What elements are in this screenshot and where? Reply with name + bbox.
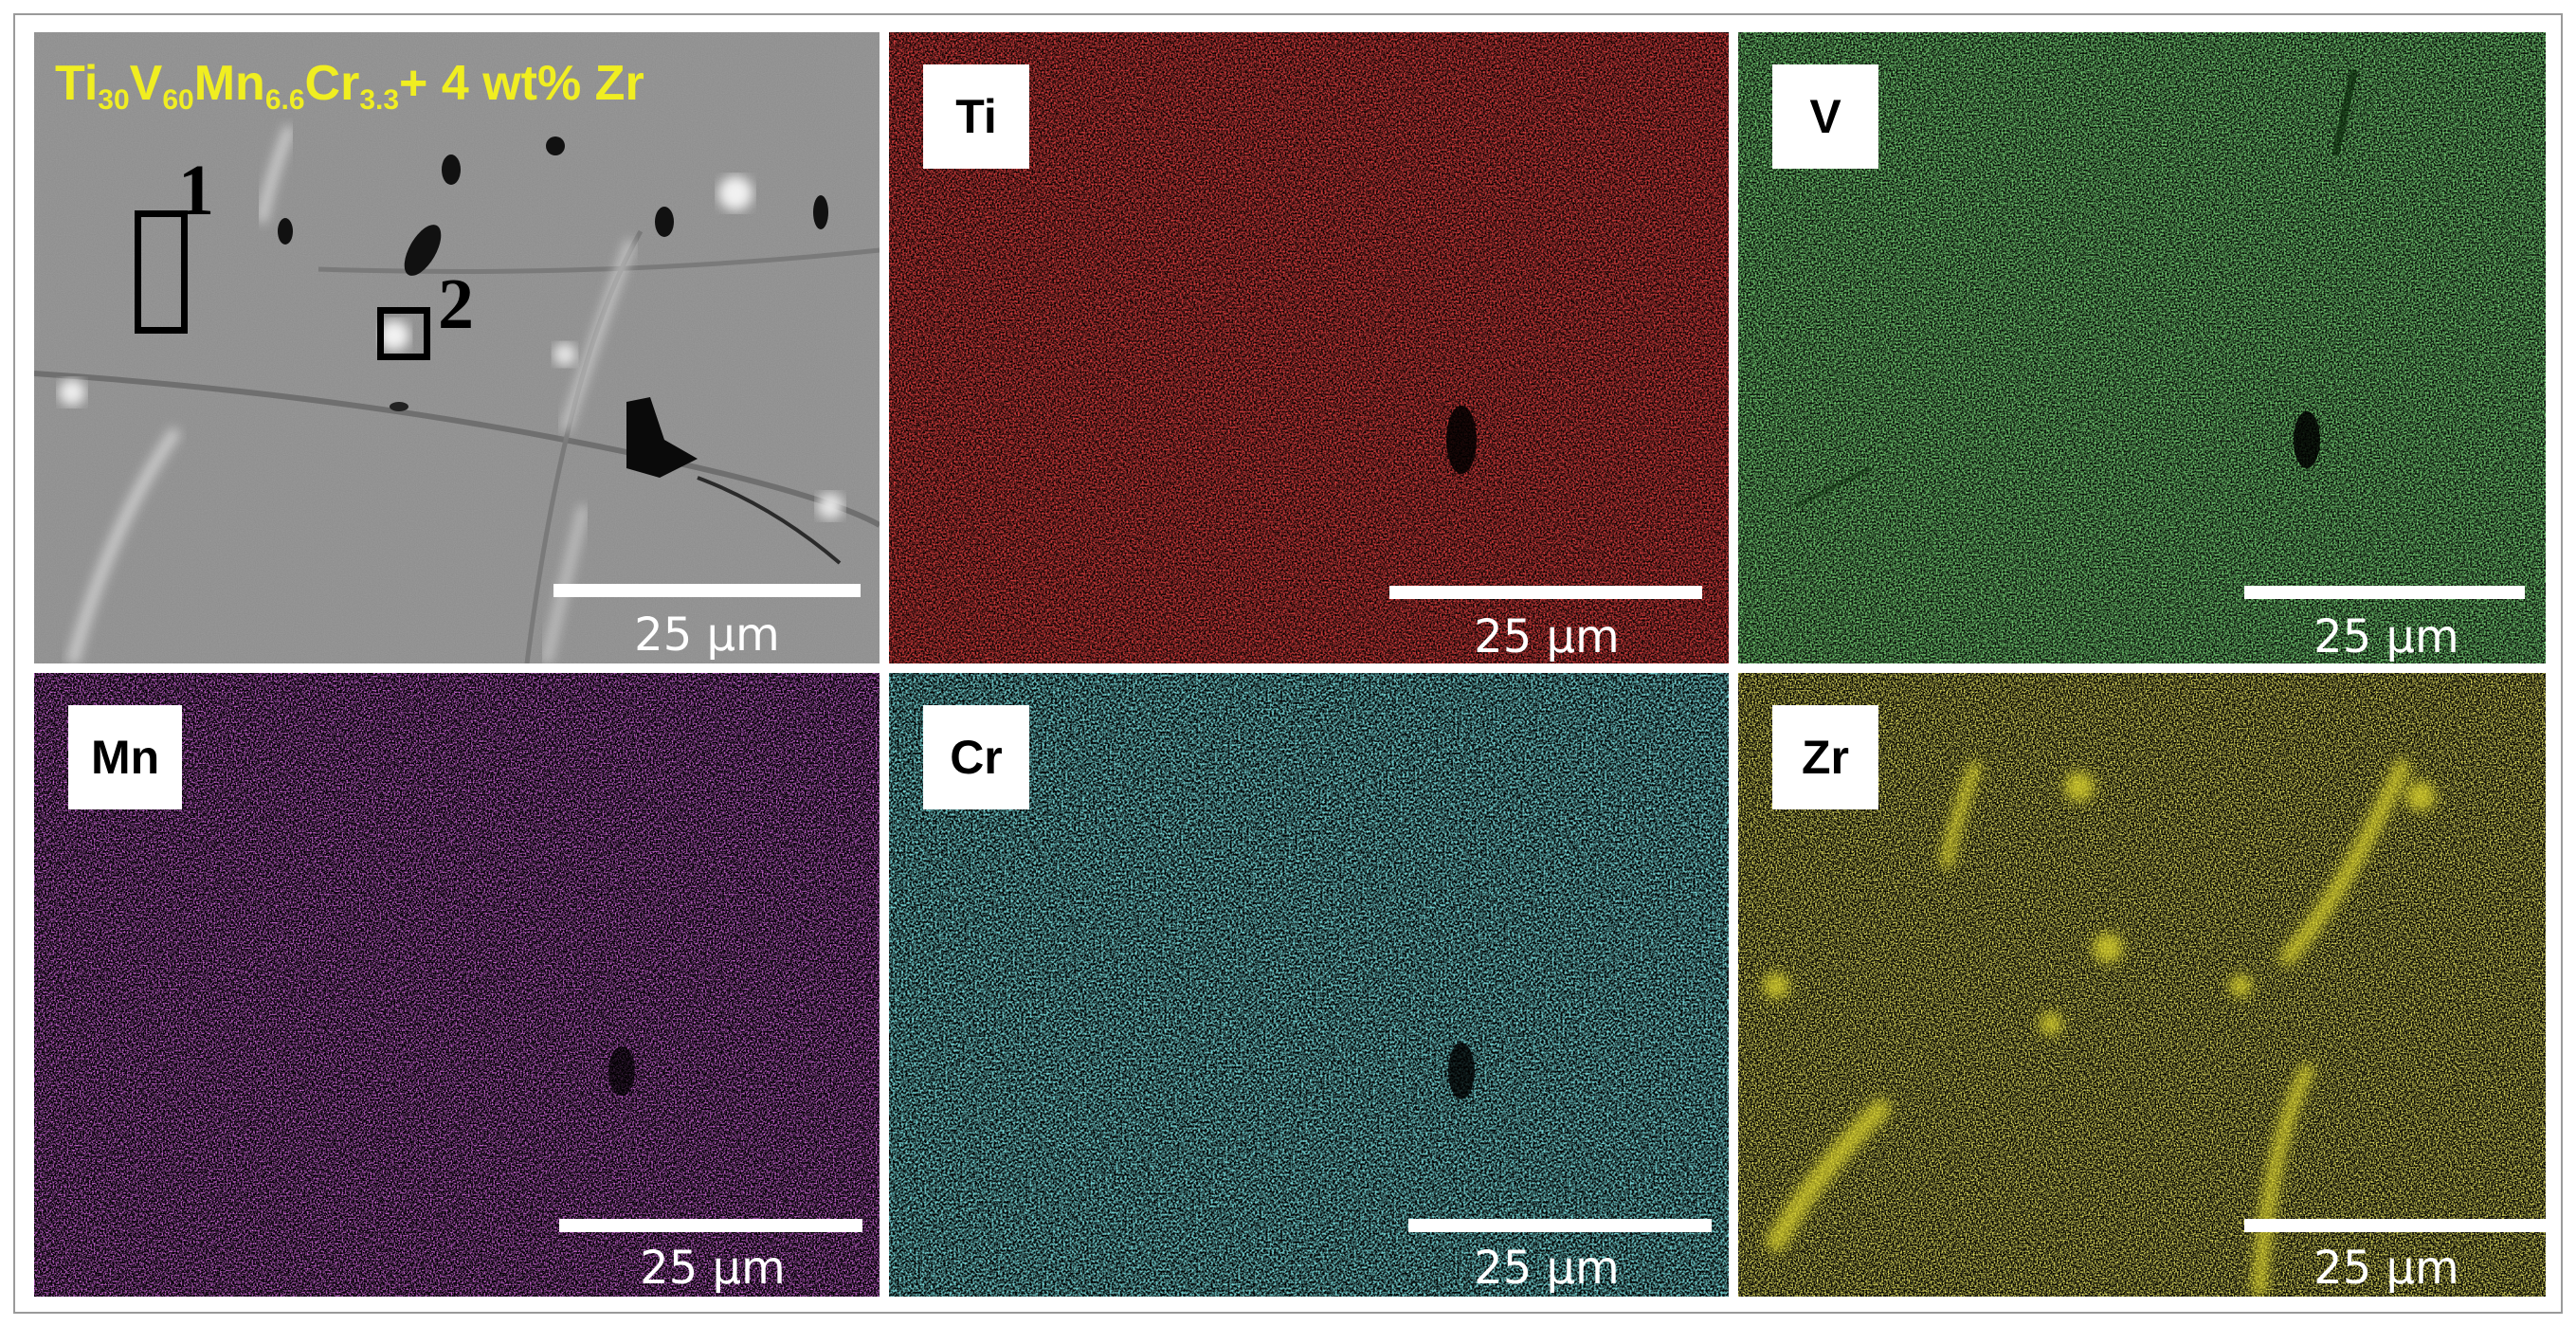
- sem-image-panel: Ti30V60Mn6.6Cr3.3+ 4 wt% Zr 1 2 25 µm: [34, 32, 880, 663]
- scale-label: 25 µm: [634, 609, 780, 662]
- zr-map-panel: Zr 25 µm: [1738, 673, 2546, 1297]
- figure-frame: Ti30V60Mn6.6Cr3.3+ 4 wt% Zr 1 2 25 µm Ti…: [13, 13, 2563, 1314]
- element-label-mn: Mn: [68, 705, 183, 809]
- region-2-marker: [377, 307, 430, 360]
- sample-composition-label: Ti30V60Mn6.6Cr3.3+ 4 wt% Zr: [55, 55, 644, 117]
- formula-ti-sub: 30: [98, 84, 130, 116]
- scale-bar: [2244, 586, 2525, 599]
- scale-label: 25 µm: [1474, 610, 1620, 663]
- element-label-v: V: [1772, 64, 1878, 169]
- region-1-label: 1: [178, 151, 214, 230]
- element-label-zr: Zr: [1772, 705, 1878, 809]
- scale-bar: [1408, 1219, 1712, 1232]
- region-2-label: 2: [438, 264, 474, 344]
- formula-mn-sub: 6.6: [264, 84, 305, 116]
- scale-label: 25 µm: [640, 1242, 786, 1295]
- scale-bar: [2244, 1219, 2546, 1232]
- cr-map-panel: Cr 25 µm: [889, 673, 1729, 1297]
- scale-bar: [553, 584, 861, 597]
- formula-cr-sub: 3.3: [359, 84, 400, 116]
- scale-label: 25 µm: [2313, 1242, 2459, 1295]
- element-label-cr: Cr: [923, 705, 1029, 809]
- formula-v-sub: 60: [162, 84, 194, 116]
- formula-ti: Ti: [55, 56, 99, 111]
- scale-bar: [559, 1219, 862, 1232]
- scale-label: 25 µm: [1474, 1242, 1620, 1295]
- formula-v: V: [129, 56, 163, 111]
- scale-label: 25 µm: [2313, 610, 2459, 663]
- formula-mn: Mn: [193, 56, 265, 111]
- sem-micrograph: [34, 32, 880, 663]
- formula-suffix: + 4 wt% Zr: [399, 56, 644, 111]
- formula-cr: Cr: [304, 56, 360, 111]
- v-map-panel: V 25 µm: [1738, 32, 2546, 663]
- scale-bar: [1389, 586, 1702, 599]
- mn-map-panel: Mn 25 µm: [34, 673, 880, 1297]
- element-label-ti: Ti: [923, 64, 1029, 169]
- region-1-marker: [135, 210, 188, 334]
- ti-map-panel: Ti 25 µm: [889, 32, 1729, 663]
